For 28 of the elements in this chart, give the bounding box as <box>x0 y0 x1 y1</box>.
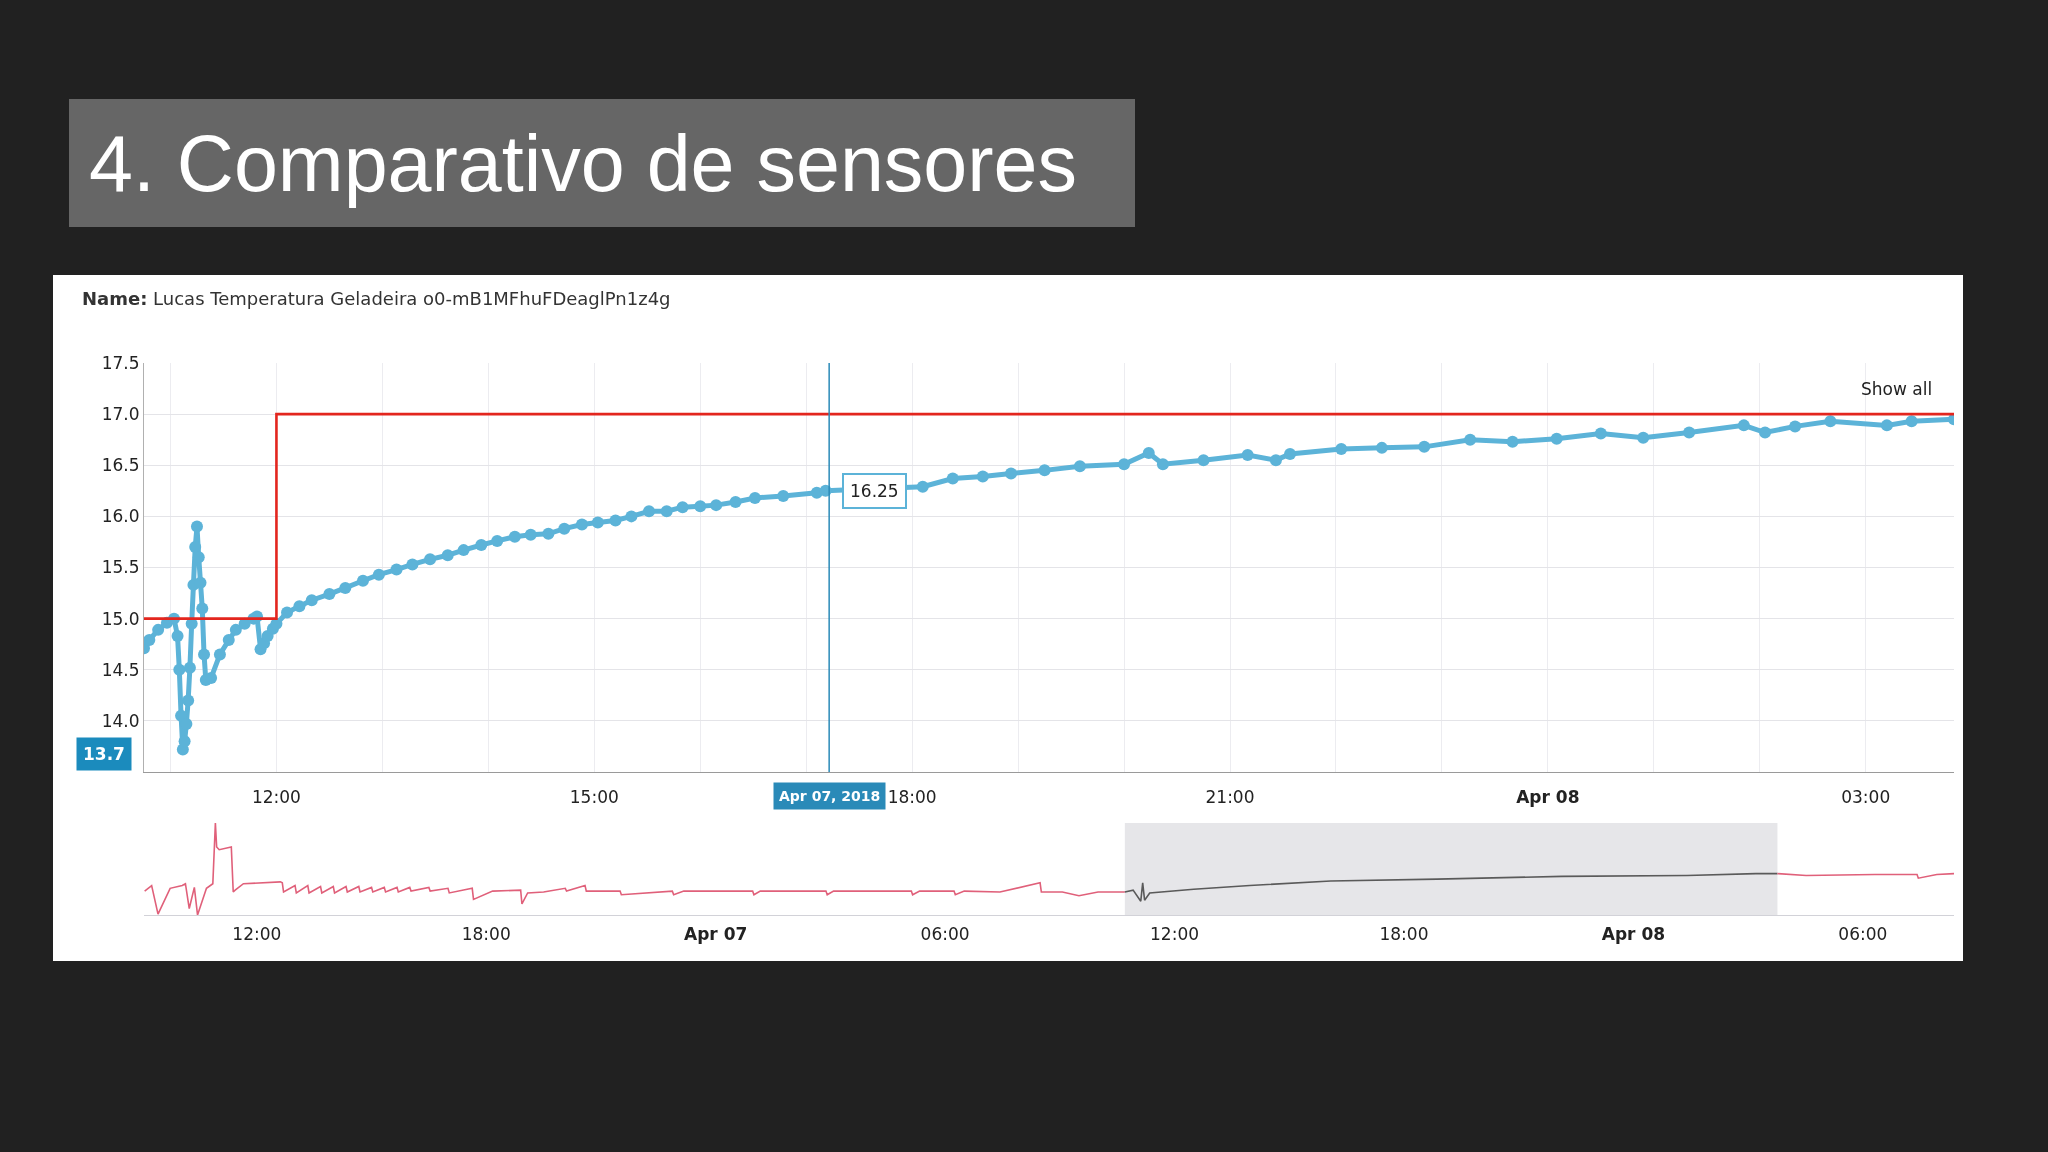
x-tick-label: 12:00 <box>1150 924 1200 945</box>
y-tick-label: 16.0 <box>101 506 140 527</box>
x-tick-label: 06:00 <box>920 924 970 945</box>
annotation: Show all <box>1861 379 1933 399</box>
chart-subtitle: Name: Lucas Temperatura Geladeira o0-mB1MFhuFDeaglPn1z4g <box>82 288 671 309</box>
x-tick-label: 03:00 <box>1841 787 1891 808</box>
y-tick-label: 17.0 <box>101 404 140 425</box>
x-tick-label: 12:00 <box>251 787 301 808</box>
annotation: 16.25 <box>850 481 899 501</box>
ref-line-label: Apr 07, 2018 <box>779 788 881 804</box>
chart-title: 4. Comparativo de sensores <box>89 119 1078 208</box>
y-tick-label: 16.5 <box>101 455 140 476</box>
y-tick-label: 14.0 <box>101 710 140 731</box>
x-tick-label: Apr 08 <box>1516 787 1580 808</box>
text: 13.7 <box>83 744 125 764</box>
x-tick-label: 21:00 <box>1205 787 1255 808</box>
x-tick-label: 12:00 <box>232 924 282 945</box>
y-tick-label: 15.0 <box>101 608 140 629</box>
x-tick-label: 18:00 <box>887 787 937 808</box>
x-tick-label: 18:00 <box>461 924 511 945</box>
x-tick-label: 06:00 <box>1838 924 1888 945</box>
x-tick-label: Apr 07 <box>684 924 748 945</box>
x-tick-label: Apr 08 <box>1601 924 1666 945</box>
x-tick-label: 15:00 <box>569 787 619 808</box>
y-tick-label: 14.5 <box>101 659 140 680</box>
y-tick-label: 17.5 <box>101 352 140 373</box>
x-tick-label: 18:00 <box>1379 924 1429 945</box>
y-tick-label: 15.5 <box>101 557 140 578</box>
